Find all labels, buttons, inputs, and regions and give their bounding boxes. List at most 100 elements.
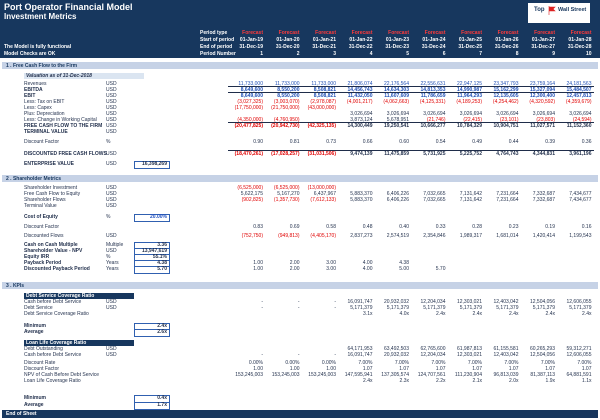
- header-cell: Forecast: [315, 30, 336, 36]
- kpi-heading-bg: [24, 293, 134, 299]
- single-value: 55.1%: [152, 254, 167, 260]
- header-cell: Forecast: [242, 30, 263, 36]
- cell: 12,606,055: [566, 352, 592, 358]
- cell: (4,189,253): [456, 99, 482, 105]
- section-title: 2 . Shareholder Metrics: [6, 175, 62, 182]
- row-unit: USD: [106, 123, 117, 129]
- header-band: [0, 0, 600, 58]
- row-label: Discounted Flows: [24, 233, 64, 239]
- logo-flag: [548, 6, 556, 15]
- header-label: Start of period: [200, 37, 235, 43]
- row-label: Average: [24, 329, 44, 335]
- header-label: Period type: [200, 30, 228, 36]
- row-unit: USD: [106, 299, 117, 305]
- kpi-heading: Debt Service Coverage Ratio: [26, 293, 95, 299]
- cell: 1.00: [253, 366, 263, 372]
- cell: 4.00: [362, 260, 373, 266]
- row-label: Discount Factor: [24, 366, 60, 372]
- row-unit: USD: [106, 99, 117, 105]
- cell: (31,031,506): [307, 151, 336, 157]
- cell: 16,091,747: [347, 352, 373, 358]
- cell: 12,504,056: [529, 352, 555, 358]
- cell: (23,803): [536, 117, 555, 123]
- single-value: 5.70: [157, 266, 167, 272]
- cell: 5,171,379: [532, 305, 555, 311]
- row-unit: USD: [106, 105, 117, 111]
- header-cell: 1: [260, 51, 263, 57]
- cell: 12,135,605: [493, 93, 519, 99]
- header-cell: Forecast: [570, 30, 592, 36]
- row-label: Free Cash Flow to Equity: [24, 191, 81, 197]
- cell: (7,612,133): [310, 197, 336, 203]
- header-cell: 01-Jan-23: [385, 37, 409, 43]
- cell: 11,152,360: [566, 123, 592, 129]
- cell: 9,474,139: [350, 151, 373, 157]
- cell: 1,420,414: [532, 233, 555, 239]
- header-cell: 01-Jan-19: [239, 37, 263, 43]
- cell: 19,250,541: [383, 123, 409, 129]
- row-label: ENTERPRISE VALUE: [24, 161, 74, 167]
- cell: 3,873,124: [350, 117, 373, 123]
- cell: (22,415): [463, 117, 482, 123]
- cell: 7.00%: [504, 360, 519, 366]
- row-label: EBITDA: [24, 87, 43, 93]
- single-box: [134, 265, 170, 274]
- cell: 2.4x: [509, 311, 519, 317]
- cell: 7.00%: [540, 360, 555, 366]
- cell: 64,171,953: [347, 346, 373, 352]
- cell: 1.07: [399, 366, 409, 372]
- cell: 12,403,042: [493, 352, 519, 358]
- header-cell: 01-Jan-24: [422, 37, 446, 43]
- cell: 1.07: [508, 366, 519, 372]
- single-value: 4.38: [157, 260, 167, 266]
- cell: 8,508,821: [313, 93, 336, 99]
- cell: 2,354,846: [423, 233, 446, 239]
- cell: 1.00: [253, 266, 263, 272]
- header-cell: 6: [442, 51, 446, 57]
- cell: 62,765,600: [420, 346, 446, 352]
- model-status: The Model is fully functional: [4, 44, 72, 50]
- cell: 7,032,665: [423, 191, 446, 197]
- header-cell: 01-Jan-20: [276, 37, 300, 43]
- single-box: [134, 401, 170, 410]
- cell: 2.4x: [582, 311, 592, 317]
- cell: 7,332,687: [532, 191, 555, 197]
- cell: 1.07: [581, 366, 592, 372]
- cell: -: [261, 299, 263, 305]
- cell: 7.00%: [467, 360, 482, 366]
- cell: 0.49: [472, 139, 482, 145]
- cell: 15,327,094: [529, 87, 555, 93]
- row-unit: USD: [106, 233, 117, 239]
- single-value: 3.36: [157, 242, 167, 248]
- footer-bar: [2, 410, 598, 418]
- cell: 12,303,021: [456, 299, 482, 305]
- cell: 0.19: [545, 224, 555, 230]
- section-bar: [2, 282, 598, 289]
- cell: 2,574,519: [386, 233, 409, 239]
- cell: 12,303,021: [456, 352, 482, 358]
- row-label: Discount Factor: [24, 139, 60, 145]
- row-label: Minimum: [24, 395, 46, 401]
- section-title: 3 . KPIs: [6, 282, 25, 289]
- cell: 1.9x: [545, 378, 555, 384]
- cell: 5,171,379: [423, 305, 446, 311]
- cell: 0.83: [253, 224, 263, 230]
- cell: 153,245,003: [308, 372, 336, 378]
- cell: 2.00: [289, 260, 300, 266]
- cell: 0.48: [362, 224, 373, 230]
- cell: 8,550,200: [277, 93, 300, 99]
- cell: 4.38: [399, 260, 409, 266]
- total-rule: [228, 92, 594, 93]
- cell: -: [334, 305, 336, 311]
- cell: 15,162,299: [493, 87, 519, 93]
- cell: 6,437,967: [313, 191, 336, 197]
- kpi-heading-bg: [24, 340, 134, 346]
- cell: 5.70: [435, 266, 446, 272]
- header-cell: 10: [585, 51, 592, 57]
- cell: 21,806,074: [347, 81, 373, 87]
- cell: (4,062,663): [383, 99, 409, 105]
- header-cell: Forecast: [388, 30, 409, 36]
- valuation-note: Valuation as of 31-Dec-2018: [26, 73, 92, 79]
- single-box: [134, 213, 170, 222]
